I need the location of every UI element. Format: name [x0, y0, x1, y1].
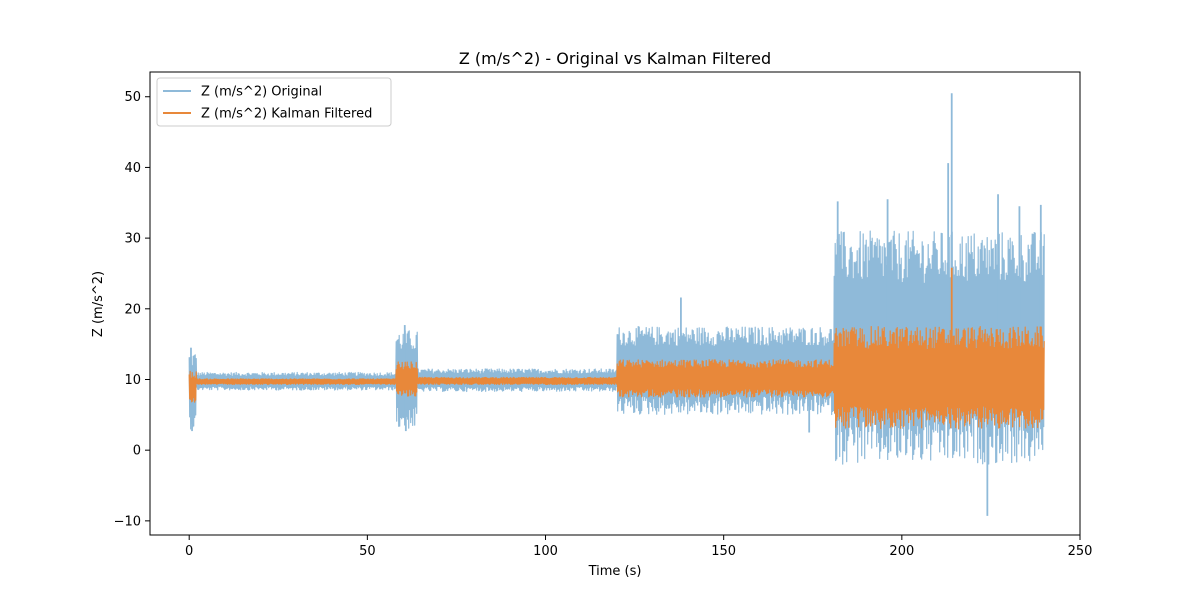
y-tick-label: 10 [124, 373, 141, 388]
x-tick-label: 200 [889, 544, 914, 559]
x-tick-label: 50 [359, 544, 376, 559]
legend-entry: Z (m/s^2) Original [201, 85, 322, 100]
y-tick-label: 50 [124, 90, 141, 105]
y-tick-label: 0 [133, 444, 141, 459]
legend: Z (m/s^2) Original Z (m/s^2) Kalman Filte… [156, 77, 392, 127]
legend-entry: Z (m/s^2) Kalman Filtered [201, 107, 372, 122]
x-tick-label: 150 [711, 544, 736, 559]
plot-frame [149, 71, 1081, 536]
y-tick-label: 30 [124, 232, 141, 247]
chart-title: Z (m/s^2) - Original vs Kalman Filtered [459, 49, 771, 68]
y-tick-label: 20 [124, 302, 141, 317]
y-tick-label: −10 [114, 514, 141, 529]
x-tick-label: 250 [1068, 544, 1093, 559]
y-axis-label: Z (m/s^2) [91, 271, 106, 337]
legend-box [156, 77, 392, 127]
x-tick-label: 0 [185, 544, 193, 559]
x-axis-label: Time (s) [588, 564, 642, 579]
series-kalman-filtered-line [188, 267, 1045, 430]
y-tick-label: 40 [124, 161, 141, 176]
plot-area [188, 93, 1045, 516]
x-tick-label: 100 [533, 544, 558, 559]
